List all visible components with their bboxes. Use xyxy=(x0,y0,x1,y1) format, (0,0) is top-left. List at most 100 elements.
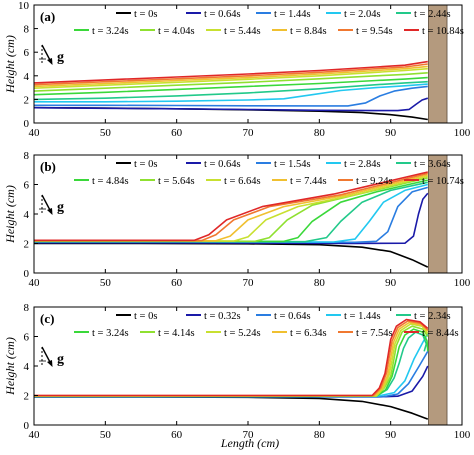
series-line-4 xyxy=(33,80,428,101)
x-tick-label: 40 xyxy=(29,127,41,139)
y-tick-label: 10 xyxy=(18,0,30,12)
legend-entry: t = 2.04s xyxy=(344,9,381,20)
y-tick-label: 2 xyxy=(24,239,30,251)
series-line-1 xyxy=(34,365,429,398)
legend-entry: t = 4.04s xyxy=(158,26,195,37)
series-line-10 xyxy=(34,171,428,242)
series-line-5 xyxy=(33,76,428,96)
legend-entry: t = 1.44s xyxy=(344,311,381,322)
series-line-0 xyxy=(34,396,429,420)
series-line-3 xyxy=(34,333,429,398)
legend-entry: t = 0.64s xyxy=(204,9,241,20)
legend-entry: t = 6.64s xyxy=(224,176,261,187)
x-axis-label: Length (cm) xyxy=(220,436,279,450)
x-tick-label: 40 xyxy=(29,277,41,289)
y-tick-label: 8 xyxy=(24,24,30,36)
series-line-5 xyxy=(34,328,429,397)
x-tick-label: 90 xyxy=(385,429,397,441)
legend-entry: t = 8.84s xyxy=(290,26,327,37)
series-line-3 xyxy=(34,83,428,103)
legend-entry: t = 2.44s xyxy=(414,9,451,20)
series-line-4 xyxy=(34,331,428,398)
gravity-arrow-head xyxy=(47,58,53,65)
gravity-label: g xyxy=(57,50,64,65)
x-tick-label: 80 xyxy=(314,127,326,139)
panel-1: 40 50 60 70 80 90 100 0 2 4 6 8 (b) t = 0s t = 0.64s t … xyxy=(24,150,471,289)
legend-entry: t = 5.24s xyxy=(224,328,261,339)
x-tick-label: 80 xyxy=(314,429,326,441)
legend-entry: t = 5.44s xyxy=(224,26,261,37)
legend-entry: t = 2.84s xyxy=(344,159,381,170)
legend-entry: t = 0s xyxy=(134,9,157,20)
x-tick-label: 80 xyxy=(314,277,326,289)
x-tick-label: 60 xyxy=(171,429,183,441)
legend-entry: t = 3.24s xyxy=(92,26,129,37)
legend-entry: t = 10.84s xyxy=(422,26,464,37)
legend-entry: t = 2.34s xyxy=(414,311,451,322)
x-tick-label: 60 xyxy=(171,127,183,139)
series-line-7 xyxy=(33,67,428,89)
legend-entry: t = 7.54s xyxy=(356,328,393,339)
series-line-0 xyxy=(34,242,429,268)
wall xyxy=(428,4,448,124)
legend-entry: t = 9.24s xyxy=(356,176,393,187)
wall xyxy=(428,306,448,426)
x-tick-label: 50 xyxy=(100,429,112,441)
legend-entry: t = 1.54s xyxy=(274,159,311,170)
x-tick-label: 90 xyxy=(385,277,397,289)
panel-0: 40 50 60 70 80 90 100 0 2 4 6 8 10 (a) t = 0s t = 0.64s… xyxy=(18,0,471,139)
x-tick-label: 90 xyxy=(385,127,397,139)
legend-entry: t = 0.64s xyxy=(204,159,241,170)
legend-entry: t = 5.64s xyxy=(158,176,195,187)
legend-entry: t = 9.54s xyxy=(356,26,393,37)
y-tick-label: 2 xyxy=(24,94,30,106)
legend-entry: t = 7.44s xyxy=(290,176,327,187)
x-tick-label: 50 xyxy=(100,127,112,139)
x-tick-label: 70 xyxy=(243,429,255,441)
gravity-label: g xyxy=(57,352,64,367)
y-tick-label: 0 xyxy=(24,268,30,280)
legend-entry: t = 0s xyxy=(134,311,157,322)
wall xyxy=(428,154,448,274)
legend-entry: t = 4.84s xyxy=(92,176,129,187)
series-line-3 xyxy=(34,183,428,243)
x-tick-label: 100 xyxy=(454,277,471,289)
y-axis-label-c: Height (cm) xyxy=(3,337,17,396)
legend-entry: t = 4.14s xyxy=(158,328,195,339)
legend-entry: t = 0.64s xyxy=(274,311,311,322)
y-tick-label: 4 xyxy=(24,209,30,221)
legend-entry: t = 0s xyxy=(134,159,157,170)
legend-entry: t = 3.64s xyxy=(414,159,451,170)
panel-2: 40 50 60 70 80 90 100 0 2 4 6 8 (c) t = 0s t = 0.32s t … xyxy=(24,302,471,441)
legend-entry: t = 10.74s xyxy=(422,176,464,187)
y-axis-label-a: Height (cm) xyxy=(3,35,17,94)
series-line-2 xyxy=(34,350,429,398)
series-line-1 xyxy=(34,192,429,245)
y-tick-label: 4 xyxy=(24,71,30,83)
gravity-label: g xyxy=(57,200,64,215)
series-line-9 xyxy=(33,63,428,86)
y-tick-label: 6 xyxy=(24,47,30,59)
y-tick-label: 6 xyxy=(24,180,30,192)
series-line-2 xyxy=(34,85,428,107)
x-tick-label: 50 xyxy=(100,277,112,289)
x-tick-label: 70 xyxy=(243,127,255,139)
gravity-arrow-head xyxy=(47,360,53,367)
x-tick-label: 60 xyxy=(171,277,183,289)
series-line-10 xyxy=(33,60,428,84)
x-tick-label: 40 xyxy=(29,429,41,441)
series-line-10 xyxy=(34,318,429,397)
series-line-2 xyxy=(34,186,429,244)
y-tick-label: 0 xyxy=(24,420,30,432)
legend-entry: t = 6.34s xyxy=(290,328,327,339)
legend-entry: t = 0.32s xyxy=(204,311,241,322)
y-tick-label: 6 xyxy=(24,332,30,344)
x-tick-label: 100 xyxy=(454,127,471,139)
x-tick-label: 100 xyxy=(454,429,471,441)
y-tick-label: 2 xyxy=(24,391,30,403)
legend-entry: t = 3.24s xyxy=(92,328,129,339)
x-tick-label: 70 xyxy=(243,277,255,289)
y-tick-label: 4 xyxy=(24,361,30,373)
series-line-1 xyxy=(33,97,429,112)
